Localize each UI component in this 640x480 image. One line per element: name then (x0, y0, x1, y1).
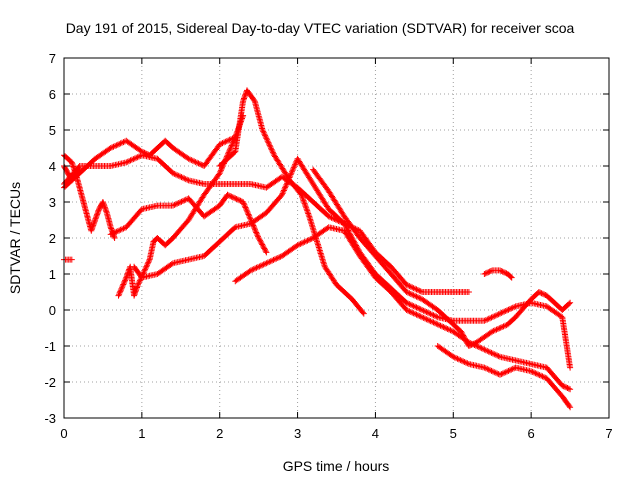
series-track-e (131, 155, 574, 371)
y-tick-label: 5 (49, 123, 56, 138)
marker-path (61, 256, 75, 263)
x-tick-label: 3 (294, 426, 301, 441)
marker-path (61, 152, 472, 295)
x-tick-label: 6 (528, 426, 535, 441)
series-track-i (61, 256, 75, 263)
chart-title: Day 191 of 2015, Sidereal Day-to-day VTE… (66, 20, 575, 36)
series-track-h (115, 134, 239, 299)
marker-path (131, 155, 574, 371)
marker-path (481, 267, 515, 281)
marker-path (61, 112, 247, 191)
x-tick-label: 5 (450, 426, 457, 441)
x-tick-label: 4 (372, 426, 379, 441)
y-tick-label: 6 (49, 87, 56, 102)
x-axis-label: GPS time / hours (283, 458, 390, 474)
y-tick-label: 4 (49, 159, 56, 174)
x-tick-label: 0 (60, 426, 67, 441)
data-markers (61, 87, 574, 411)
marker-path (107, 191, 270, 256)
y-axis-label: SDTVAR / TECUs (7, 182, 23, 294)
y-tick-label: 7 (49, 51, 56, 66)
axis-ticks: 0 1 2 3 4 5 6 7 -3 -2 -1 0 1 2 3 4 5 6 7 (44, 51, 612, 441)
series-track-l (310, 166, 574, 349)
series-track-c (61, 152, 472, 295)
series-track-j (434, 343, 574, 411)
x-tick-label: 2 (216, 426, 223, 441)
x-tick-label: 7 (605, 426, 612, 441)
y-tick-label: 3 (49, 195, 56, 210)
y-tick-label: -3 (44, 411, 56, 426)
marker-path (434, 343, 574, 411)
marker-path (310, 166, 574, 349)
marker-path (115, 134, 239, 299)
y-tick-label: 2 (49, 231, 56, 246)
series-track-k (481, 267, 515, 281)
series-track-d (107, 191, 270, 256)
y-tick-label: 0 (49, 303, 56, 318)
series-track-b (61, 112, 247, 191)
y-tick-label: -2 (44, 375, 56, 390)
x-tick-label: 1 (138, 426, 145, 441)
y-tick-label: -1 (44, 339, 56, 354)
y-tick-label: 1 (49, 267, 56, 282)
